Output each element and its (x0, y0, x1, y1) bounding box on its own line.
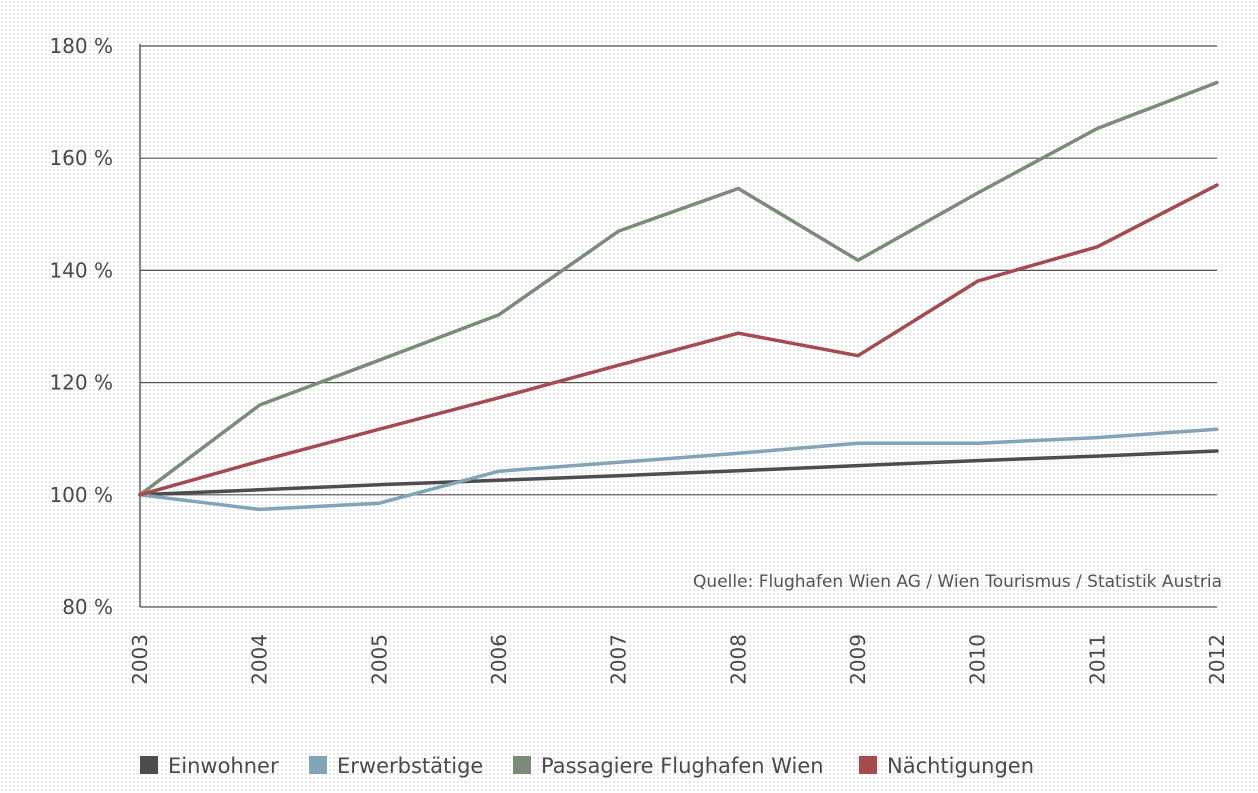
x-tick-label: 2003 (128, 634, 152, 685)
x-tick-label: 2007 (607, 634, 631, 685)
x-tick-label: 2004 (248, 634, 272, 685)
x-tick-label: 2006 (487, 634, 511, 685)
legend-swatch (309, 756, 327, 774)
y-tick-label: 160 % (49, 146, 113, 170)
legend-swatch (140, 756, 158, 774)
y-tick-label: 80 % (62, 595, 113, 619)
legend-label: Passagiere Flughafen Wien (541, 754, 824, 778)
legend-label: Erwerbstätige (337, 754, 483, 778)
legend-item: Erwerbstätige (309, 754, 483, 778)
legend-item: Einwohner (140, 754, 279, 778)
y-axis: 80 % 100 % 120 % 140 % 160 % 180 % (49, 34, 141, 619)
legend: Einwohner Erwerbstätige Passagiere Flughaf… (140, 754, 1034, 778)
legend-label: Einwohner (168, 754, 279, 778)
x-tick-label: 2010 (966, 634, 990, 685)
x-tick-label: 2012 (1205, 634, 1229, 685)
y-tick-label: 120 % (49, 371, 113, 395)
source-note: Quelle: Flughafen Wien AG / Wien Tourism… (693, 572, 1222, 592)
y-tick-label: 140 % (49, 258, 113, 282)
y-tick-label: 180 % (49, 34, 113, 58)
x-tick-label: 2009 (846, 634, 870, 685)
legend-swatch (513, 756, 531, 774)
series-lines (138, 80, 1219, 512)
legend-swatch (859, 756, 877, 774)
legend-item: Nächtigungen (859, 754, 1034, 778)
legend-label: Nächtigungen (887, 754, 1034, 778)
series-line-2 (138, 427, 1219, 512)
x-tick-label: 2005 (367, 634, 391, 685)
y-tick-label: 100 % (49, 483, 113, 507)
gridlines (140, 45, 1217, 608)
legend-item: Passagiere Flughafen Wien (513, 754, 824, 778)
series-line-3 (138, 80, 1219, 497)
x-axis: 2003 2004 2005 2006 2007 2008 2009 2010 2011 2012 (128, 634, 1229, 685)
series-line-1 (138, 449, 1219, 497)
series-line-4 (138, 183, 1219, 497)
x-tick-label: 2011 (1085, 634, 1109, 685)
x-tick-label: 2008 (726, 634, 750, 685)
